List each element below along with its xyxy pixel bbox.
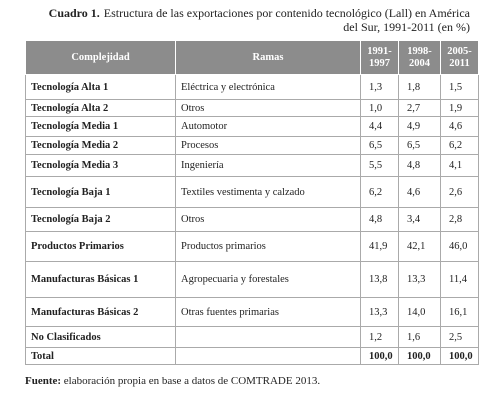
data-table: Complejidad Ramas 1991-1997 1998-2004 2005-2… [25,40,479,365]
table-cell: Total [25,347,176,365]
table-row: Tecnología Alta 2 Otros 1,0 2,7 1,9 [25,99,479,117]
table-cell: 1,0 [360,99,399,117]
table-cell: 13,8 [360,261,399,298]
table-cell [175,347,361,365]
table-row: Tecnología Baja 1 Textiles vestimenta y c… [25,176,479,208]
table-row: Total 100,0 100,0 100,0 [25,347,479,365]
table-cell: Eléctrica y electrónica [175,74,361,100]
footer: Fuente: elaboración propia en base a dat… [25,375,320,387]
table-row: Manufacturas Básicas 2 Otras fuentes prim… [25,297,479,327]
column-header: 1991-1997 [360,40,399,75]
table-row: Tecnología Alta 1 Eléctrica y electrónica… [25,74,479,100]
table-cell: 4,8 [398,154,441,177]
table-cell: 2,5 [440,326,479,348]
footer-text: elaboración propia en base a datos de CO… [63,375,321,387]
table-cell: 1,6 [398,326,441,348]
table-row: Manufacturas Básicas 1 Agropecuaria y for… [25,261,479,298]
table-cell: No Clasificados [25,326,176,348]
table-cell: 1,3 [360,74,399,100]
table-cell: 13,3 [398,261,441,298]
table-cell: 2,7 [398,99,441,117]
table-cell: 4,8 [360,207,399,232]
table-cell: 6,5 [360,136,399,155]
table-cell: Productos Primarios [25,231,176,262]
footer-label: Fuente: [25,375,62,387]
table-cell: Tecnología Media 1 [25,116,176,137]
table-cell: 4,4 [360,116,399,137]
table-row: No Clasificados 1,2 1,6 2,5 [25,326,479,348]
table-cell: 6,2 [440,136,479,155]
table-cell: Otros [175,99,361,117]
table-cell: 5,5 [360,154,399,177]
table-cell: 46,0 [440,231,479,262]
table-cell: 4,6 [440,116,479,137]
table-row: Productos Primarios Productos primarios 41… [25,231,479,262]
table-cell: Tecnología Alta 2 [25,99,176,117]
table-cell: Manufacturas Básicas 2 [25,297,176,327]
column-header: 1998-2004 [398,40,441,75]
table-cell: 16,1 [440,297,479,327]
table-cell: Ingeniería [175,154,361,177]
table-body: Tecnología Alta 1 Eléctrica y electrónica… [25,74,479,365]
table-cell: 100,0 [398,347,441,365]
table-cell: 1,2 [360,326,399,348]
header-row: Complejidad Ramas 1991-1997 1998-2004 2005-2… [25,40,479,75]
table-cell: 14,0 [398,297,441,327]
table-cell: 11,4 [440,261,479,298]
table-cell: 4,1 [440,154,479,177]
table-cell: Textiles vestimenta y calzado [175,176,361,208]
table-cell: 100,0 [440,347,479,365]
table-cell: Productos primarios [175,231,361,262]
table-cell: Tecnología Media 2 [25,136,176,155]
table-row: Tecnología Media 3 Ingeniería 5,5 4,8 4,1 [25,154,479,177]
table-cell: Tecnología Alta 1 [25,74,176,100]
table-cell: 2,6 [440,176,479,208]
table-title: Cuadro 1. Estructura de las exportaciones… [40,6,470,34]
title-label: Cuadro 1. [48,6,100,20]
table-cell: Agropecuaria y forestales [175,261,361,298]
table-cell: Tecnología Baja 1 [25,176,176,208]
table-row: Tecnología Baja 2 Otros 4,8 3,4 2,8 [25,207,479,232]
table-cell: 100,0 [360,347,399,365]
table-cell: Manufacturas Básicas 1 [25,261,176,298]
column-header: Complejidad [25,40,176,75]
column-header: 2005-2011 [440,40,479,75]
table-cell: 2,8 [440,207,479,232]
table-cell: 1,9 [440,99,479,117]
table-cell: 13,3 [360,297,399,327]
table-row: Tecnología Media 2 Procesos 6,5 6,5 6,2 [25,136,479,155]
table-cell: 6,5 [398,136,441,155]
table-cell [175,326,361,348]
table-cell: Tecnología Baja 2 [25,207,176,232]
table-cell: Procesos [175,136,361,155]
table-cell: Otras fuentes primarias [175,297,361,327]
table-cell: 1,5 [440,74,479,100]
table-cell: 3,4 [398,207,441,232]
column-header: Ramas [175,40,361,75]
title-text: Estructura de las exportaciones por cont… [103,6,470,34]
table-cell: 41,9 [360,231,399,262]
table-cell: Automotor [175,116,361,137]
table-cell: 1,8 [398,74,441,100]
table-cell: Otros [175,207,361,232]
table-cell: Tecnología Media 3 [25,154,176,177]
table-cell: 6,2 [360,176,399,208]
table-cell: 42,1 [398,231,441,262]
table-cell: 4,9 [398,116,441,137]
table-cell: 4,6 [398,176,441,208]
table-row: Tecnología Media 1 Automotor 4,4 4,9 4,6 [25,116,479,137]
